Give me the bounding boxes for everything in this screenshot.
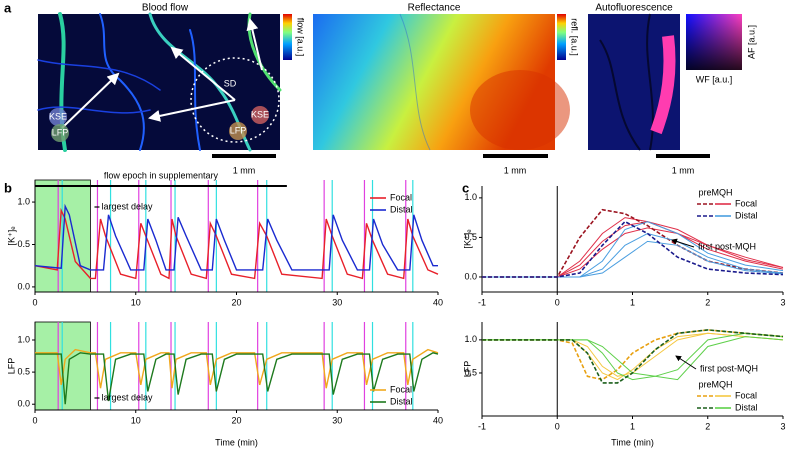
y-tick-label: 0.5 [17, 239, 30, 249]
y-tick-label: 1.0 [464, 192, 477, 202]
annotation: first post-MQH [698, 241, 756, 251]
scale-bar [212, 154, 276, 158]
y-tick-label: 1.0 [464, 334, 477, 344]
y-tick-label: 0.0 [17, 281, 30, 291]
post-trace [482, 240, 784, 278]
legend-label: Distal [735, 210, 758, 220]
reflectance-image [313, 13, 570, 151]
y-tick-label: 0.5 [464, 367, 477, 377]
lfp-label: LFP [230, 125, 247, 135]
annotation-arrow [671, 238, 695, 248]
x-tick-label: 3 [780, 421, 785, 431]
annotation: largest delay [101, 392, 153, 402]
colormap-y-label: AF [a.u.] [746, 25, 756, 59]
annotation: largest delay [101, 201, 153, 211]
legend-label: Focal [735, 198, 757, 208]
x-axis-label: Time (min) [215, 437, 258, 447]
y-axis-label: [K⁺]ₑ [6, 226, 16, 246]
annotation: first post-MQH [700, 363, 758, 373]
autofluorescence-image [588, 13, 680, 151]
colormap-x-label: WF [a.u.] [696, 74, 733, 84]
legend-label: Focal [390, 192, 412, 202]
pre-trace [482, 329, 784, 384]
y-tick-label: 1.0 [17, 334, 30, 344]
image-title: Blood flow [142, 3, 189, 14]
x-tick-label: 2 [705, 297, 710, 307]
legend-label: Distal [390, 204, 413, 214]
kse-label: KSE [251, 109, 269, 119]
x-tick-label: 40 [433, 297, 443, 307]
post-trace [482, 221, 784, 278]
x-tick-label: 30 [332, 297, 342, 307]
x-tick-label: -1 [478, 297, 486, 307]
panel-label: a [4, 0, 12, 15]
y-tick-label: 0.5 [464, 232, 477, 242]
legend-label: Focal [735, 390, 757, 400]
colorbar-label: refl. [a.u.] [570, 18, 580, 56]
y-tick-label: 0.0 [464, 271, 477, 281]
blood-flow-image [37, 12, 282, 152]
x-axis-label: Time (min) [611, 437, 654, 447]
x-tick-label: 2 [705, 421, 710, 431]
trace [34, 207, 439, 280]
panel-label: b [4, 180, 12, 195]
post-trace [482, 227, 784, 278]
scale-label: 1 mm [504, 165, 527, 175]
y-tick-label: 0.5 [17, 366, 30, 376]
x-tick-label: 20 [231, 297, 241, 307]
pre-trace [482, 220, 784, 278]
scale-label: 1 mm [233, 165, 256, 175]
annotation-arrow [675, 355, 697, 370]
x-tick-label: 40 [433, 415, 443, 425]
scale-bar [483, 154, 548, 158]
colorbar-label: flow [a.u.] [296, 18, 306, 57]
scale-label: 1 mm [672, 165, 695, 175]
colorbar [557, 14, 566, 60]
y-tick-label: 1.0 [17, 196, 30, 206]
image-title: Reflectance [408, 3, 461, 14]
x-tick-label: 1 [630, 421, 635, 431]
trace [35, 352, 439, 405]
trace [35, 348, 439, 389]
pre-trace [482, 208, 784, 278]
panel-label: c [462, 180, 469, 195]
x-tick-label: 20 [231, 415, 241, 425]
scale-bar [656, 154, 710, 158]
legend-label: Distal [735, 402, 758, 412]
x-tick-label: 30 [332, 415, 342, 425]
legend-column-header: pre [698, 379, 711, 389]
colorbar [283, 14, 292, 60]
x-tick-label: 1 [630, 297, 635, 307]
x-tick-label: 0 [555, 421, 560, 431]
sd-label: SD [224, 78, 237, 88]
legend-column-header: MQH [712, 187, 733, 197]
x-tick-label: 3 [780, 297, 785, 307]
x-tick-label: 0 [32, 415, 37, 425]
trace [34, 203, 438, 271]
x-tick-label: 10 [131, 297, 141, 307]
y-tick-label: 0.0 [17, 399, 30, 409]
legend-label: Distal [390, 396, 413, 406]
colormap-2d-shade [686, 14, 742, 70]
x-tick-label: -1 [478, 421, 486, 431]
pre-trace [482, 329, 784, 381]
y-axis-label: [K⁺]ₑ [462, 229, 472, 249]
kse-label: KSE [49, 111, 67, 121]
legend-label: Focal [390, 384, 412, 394]
x-tick-label: 0 [555, 297, 560, 307]
y-axis-label: LFP [462, 361, 472, 378]
lfp-label: LFP [52, 127, 69, 137]
image-title: Autofluorescence [595, 3, 673, 14]
y-axis-label: LFP [6, 358, 16, 375]
epoch-label: flow epoch in supplementary [104, 170, 219, 180]
x-tick-label: 0 [32, 297, 37, 307]
legend-column-header: pre [698, 187, 711, 197]
x-tick-label: 10 [131, 415, 141, 425]
legend-column-header: MQH [712, 379, 733, 389]
